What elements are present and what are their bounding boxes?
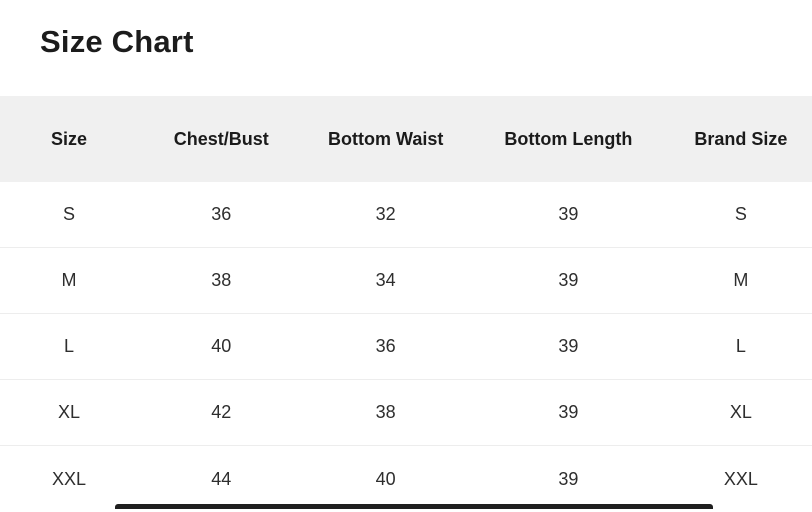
table-cell: 39 <box>558 204 579 224</box>
table-cell: M <box>733 270 749 290</box>
table-row-l: L 40 36 39 L <box>0 314 812 380</box>
table-cell: L <box>735 336 746 356</box>
table-cell: 39 <box>558 468 579 489</box>
table-cell: 40 <box>211 336 232 356</box>
table-row-s: S 36 32 39 S <box>0 182 812 248</box>
table-cell: L <box>64 336 75 356</box>
column-header-bottom-length: Bottom Length <box>504 128 633 149</box>
table-cell: XXL <box>52 468 87 489</box>
page-title: Size Chart <box>40 24 194 59</box>
table-header-row: Size Chest/Bust Bottom Waist Bottom Leng… <box>0 96 812 182</box>
table-cell: 39 <box>558 402 579 422</box>
table-cell: S <box>734 204 747 224</box>
table-cell: S <box>63 204 76 224</box>
table-cell: 39 <box>558 270 579 290</box>
table-cell: 40 <box>375 468 396 489</box>
table-row-xl: XL 42 38 39 XL <box>0 380 812 446</box>
table-row-xxl: XXL 44 40 39 XXL <box>0 446 812 512</box>
table-cell: 36 <box>375 336 396 356</box>
table-cell: 39 <box>558 336 579 356</box>
table-cell: XL <box>729 402 752 422</box>
table-cell: 38 <box>375 402 396 422</box>
table-cell: 36 <box>211 204 232 224</box>
bottom-button-edge[interactable] <box>115 504 713 509</box>
column-header-size: Size <box>51 128 88 149</box>
column-header-bottom-waist: Bottom Waist <box>328 128 444 149</box>
column-header-brand-size: Brand Size <box>694 128 788 149</box>
table-cell: XXL <box>723 468 758 489</box>
table-cell: 34 <box>375 270 396 290</box>
table-cell: M <box>61 270 77 290</box>
table-cell: 32 <box>375 204 396 224</box>
column-header-chest-bust: Chest/Bust <box>173 128 269 149</box>
table-row-m: M 38 34 39 M <box>0 248 812 314</box>
table-cell: 44 <box>211 468 232 489</box>
table-cell: XL <box>58 402 81 422</box>
table-cell: 38 <box>211 270 232 290</box>
size-chart-table: Size Chest/Bust Bottom Waist Bottom Leng… <box>0 96 812 512</box>
table-cell: 42 <box>211 402 232 422</box>
